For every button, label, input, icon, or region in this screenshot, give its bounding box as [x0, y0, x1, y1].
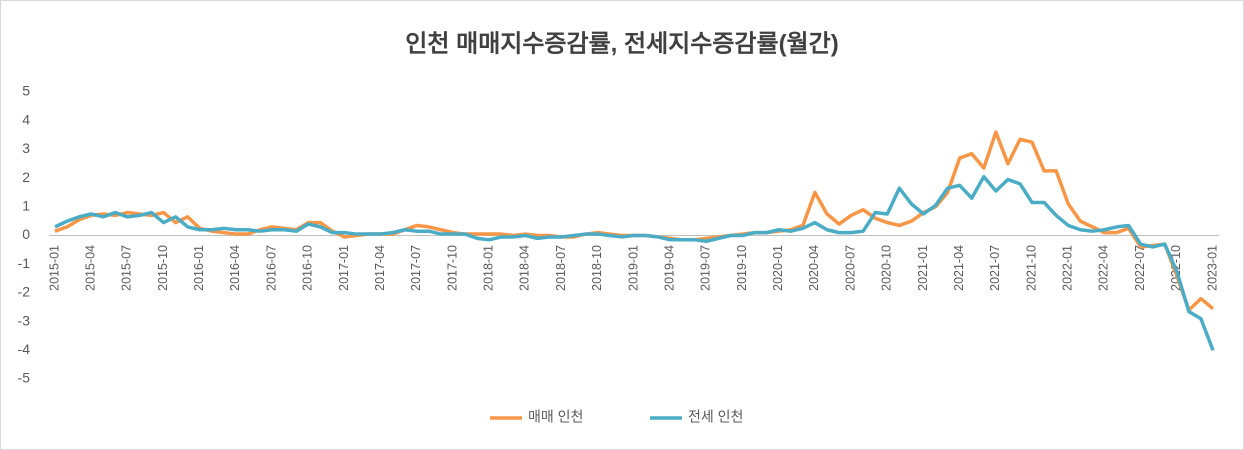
- x-tick-label: 2015-01: [47, 245, 61, 291]
- y-tick-label: -5: [18, 370, 31, 386]
- x-tick-label: 2019-01: [626, 245, 640, 291]
- x-tick-label: 2018-04: [518, 245, 532, 291]
- y-tick-label: 3: [22, 140, 30, 156]
- y-tick-label: -1: [18, 255, 31, 271]
- y-tick-label: 5: [22, 83, 30, 99]
- x-tick-label: 2022-07: [1133, 245, 1147, 291]
- y-tick-label: 0: [22, 226, 30, 242]
- legend-label: 매매 인천: [528, 409, 583, 425]
- x-tick-label: 2018-07: [554, 245, 568, 291]
- x-tick-label: 2021-04: [952, 245, 966, 291]
- y-tick-label: -2: [18, 284, 31, 300]
- y-tick-label: -4: [18, 341, 31, 357]
- x-tick-label: 2021-01: [916, 245, 930, 291]
- x-tick-label: 2016-07: [264, 245, 278, 291]
- x-tick-label: 2022-04: [1097, 245, 1111, 291]
- x-tick-label: 2020-07: [843, 245, 857, 291]
- x-tick-label: 2016-01: [192, 245, 206, 291]
- x-tick-label: 2017-07: [409, 245, 423, 291]
- x-tick-label: 2018-01: [482, 245, 496, 291]
- x-tick-label: 2018-10: [590, 245, 604, 291]
- legend-label: 전세 인천: [688, 409, 743, 425]
- x-tick-label: 2016-10: [301, 245, 315, 291]
- x-tick-label: 2019-04: [662, 245, 676, 291]
- y-tick-label: 1: [22, 198, 30, 214]
- x-tick-label: 2019-10: [735, 245, 749, 291]
- y-tick-label: 4: [22, 111, 30, 127]
- x-tick-label: 2020-10: [880, 245, 894, 291]
- x-tick-label: 2022-01: [1061, 245, 1075, 291]
- x-tick-label: 2021-10: [1024, 245, 1038, 291]
- x-tick-label: 2017-10: [445, 245, 459, 291]
- x-tick-label: 2021-07: [988, 245, 1002, 291]
- x-tick-label: 2015-10: [156, 245, 170, 291]
- x-tick-label: 2015-07: [120, 245, 134, 291]
- line-series: [54, 174, 1215, 351]
- x-tick-label: 2020-01: [771, 245, 785, 291]
- x-tick-label: 2023-01: [1205, 245, 1219, 291]
- x-tick-label: 2016-04: [228, 245, 242, 291]
- y-tick-label: 2: [22, 169, 30, 185]
- x-tick-label: 2019-07: [699, 245, 713, 291]
- chart-title: 인천 매매지수증감률, 전세지수증감률(월간): [405, 30, 838, 57]
- y-tick-label: -3: [18, 312, 31, 328]
- x-tick-label: 2015-04: [83, 245, 97, 291]
- x-tick-label: 2020-04: [807, 245, 821, 291]
- x-tick-label: 2017-01: [337, 245, 351, 291]
- x-tick-label: 2017-04: [373, 245, 387, 291]
